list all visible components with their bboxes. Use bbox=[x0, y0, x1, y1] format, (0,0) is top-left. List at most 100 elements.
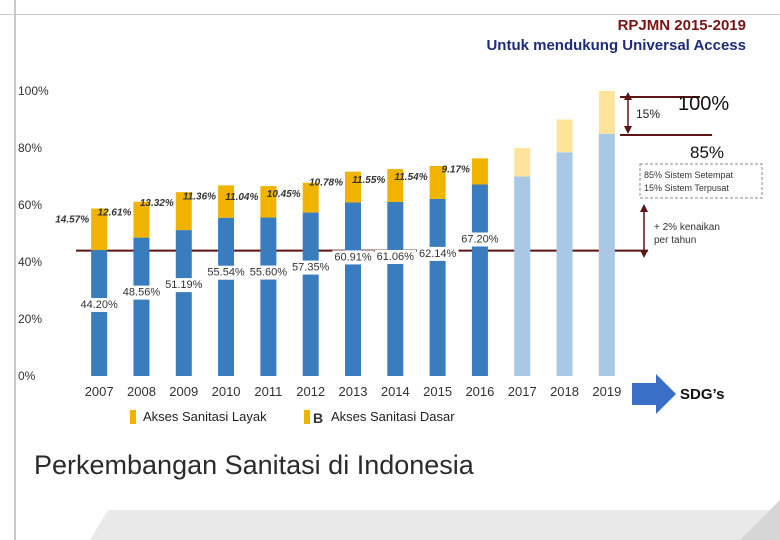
y-tick-label: 100% bbox=[18, 84, 49, 98]
bar-layak bbox=[429, 198, 446, 376]
corner-accent-shape bbox=[740, 500, 780, 540]
bar-dasar bbox=[429, 166, 446, 199]
target-100-label: 100% bbox=[678, 93, 729, 115]
data-label-dasar: 10.45% bbox=[267, 189, 301, 200]
bar-layak bbox=[91, 250, 108, 376]
data-label-layak-bg bbox=[374, 249, 417, 264]
data-label-layak-bg bbox=[416, 246, 459, 261]
target-85-label: 85% bbox=[690, 143, 724, 162]
data-label-layak-bg bbox=[205, 265, 247, 280]
header-line-2: Untuk mendukung Universal Access bbox=[486, 37, 746, 54]
growth-note-line-1: + 2% kenaikan bbox=[654, 222, 720, 233]
slide-title: Perkembangan Sanitasi di Indonesia bbox=[34, 450, 474, 480]
growth-arrow-down-icon bbox=[640, 250, 648, 258]
data-label-layak-bg bbox=[78, 298, 121, 313]
data-label-layak-bg bbox=[332, 250, 374, 265]
data-label-layak: 55.60% bbox=[250, 267, 288, 279]
data-label-dasar: 11.55% bbox=[352, 175, 385, 186]
gap-arrow-up-icon bbox=[624, 92, 632, 100]
sdg-label: SDG’s bbox=[680, 386, 725, 403]
system-note-line-2: 15% Sistem Terpusat bbox=[644, 183, 729, 193]
system-note-line-1: 85% Sistem Setempat bbox=[644, 170, 734, 180]
data-label-dasar: 10.78% bbox=[309, 178, 343, 189]
bar-dasar bbox=[133, 201, 150, 238]
header-line-1: RPJMN 2015-2019 bbox=[617, 17, 746, 34]
bar-dasar bbox=[471, 158, 488, 185]
x-tick-label: 2010 bbox=[212, 384, 241, 399]
x-tick-label: 2007 bbox=[85, 384, 114, 399]
gap-arrow-down-icon bbox=[624, 126, 632, 134]
corner-band-shape bbox=[90, 510, 780, 540]
bar-dasar bbox=[387, 169, 404, 202]
bar-dasar bbox=[514, 148, 531, 177]
top-frame-line bbox=[0, 14, 780, 15]
growth-arrow-up-icon bbox=[640, 204, 648, 212]
data-label-dasar: 11.54% bbox=[394, 172, 427, 183]
y-tick-label: 80% bbox=[18, 141, 42, 155]
data-label-dasar: 12.61% bbox=[98, 208, 132, 219]
bar-dasar bbox=[175, 192, 192, 231]
data-label-dasar: 11.36% bbox=[183, 191, 216, 202]
corner-decoration bbox=[90, 500, 780, 540]
bar-layak bbox=[302, 212, 319, 376]
bar-dasar bbox=[260, 186, 277, 218]
data-label-dasar: 14.57% bbox=[55, 215, 89, 226]
data-label-layak: 44.20% bbox=[80, 299, 118, 311]
bar-labels: 14.57% 44.20% 12.61% 48.56% 13.32% 51.19% 11.3… bbox=[55, 164, 501, 313]
data-label-dasar: 13.32% bbox=[140, 198, 174, 209]
x-tick-label: 2012 bbox=[296, 384, 325, 399]
bar-dasar bbox=[91, 208, 108, 251]
y-tick-label: 40% bbox=[18, 255, 42, 269]
bar-layak bbox=[345, 202, 361, 376]
data-label-layak-bg bbox=[290, 260, 332, 275]
data-label-layak: 61.06% bbox=[377, 251, 415, 263]
data-label-dasar: 9.17% bbox=[442, 164, 470, 175]
x-tick-label: 2018 bbox=[550, 384, 579, 399]
legend-label-dasar: Akses Sanitasi Dasar bbox=[331, 409, 455, 424]
bar-layak bbox=[514, 176, 531, 376]
legend-swatch-layak bbox=[130, 410, 136, 424]
bar-layak bbox=[260, 217, 277, 376]
x-tick-label: 2013 bbox=[339, 384, 368, 399]
legend-marker-glyph: B bbox=[313, 410, 323, 426]
bar-layak bbox=[598, 133, 615, 376]
bar-layak bbox=[175, 230, 192, 376]
legend-label-layak: Akses Sanitasi Layak bbox=[143, 409, 267, 424]
sanitation-chart: 0% 20% 40% 60% 80% 100% 14.57% 44.20% 12.61% 48.… bbox=[18, 84, 763, 426]
data-label-layak-bg bbox=[247, 265, 290, 280]
bar-dasar bbox=[345, 171, 361, 203]
bar-layak bbox=[133, 237, 150, 376]
x-tick-label: 2009 bbox=[169, 384, 198, 399]
bar-dasar bbox=[302, 182, 319, 213]
gap-15-label: 15% bbox=[636, 107, 660, 121]
data-label-layak: 48.56% bbox=[123, 287, 161, 299]
bar-dasar bbox=[556, 119, 573, 153]
data-label-layak: 67.20% bbox=[461, 233, 499, 245]
data-label-layak-bg bbox=[163, 278, 205, 293]
bar-layak bbox=[471, 184, 488, 376]
bar-dasar bbox=[598, 91, 615, 134]
left-frame-line bbox=[14, 0, 16, 540]
bar-layak bbox=[387, 201, 404, 376]
y-tick-label: 20% bbox=[18, 312, 42, 326]
bar-dasar bbox=[218, 185, 235, 218]
x-tick-label: 2015 bbox=[423, 384, 452, 399]
data-label-dasar: 11.04% bbox=[225, 192, 258, 203]
data-label-layak-bg bbox=[459, 232, 501, 247]
data-label-layak: 57.35% bbox=[292, 262, 330, 274]
legend-swatch-dasar bbox=[304, 410, 310, 424]
x-tick-label: 2016 bbox=[465, 384, 494, 399]
y-tick-label: 60% bbox=[18, 198, 42, 212]
growth-note-line-2: per tahun bbox=[654, 235, 696, 246]
x-tick-label: 2017 bbox=[508, 384, 537, 399]
x-tick-label: 2011 bbox=[254, 384, 282, 399]
y-tick-label: 0% bbox=[18, 369, 36, 383]
data-label-layak: 51.19% bbox=[165, 279, 203, 291]
data-label-layak-bg bbox=[120, 285, 163, 300]
x-tick-label: 2008 bbox=[127, 384, 156, 399]
x-tick-label: 2014 bbox=[381, 384, 410, 399]
bar-layak bbox=[556, 152, 573, 376]
bar-layak bbox=[218, 217, 235, 376]
data-label-layak: 60.91% bbox=[334, 251, 372, 263]
bars bbox=[91, 91, 615, 376]
